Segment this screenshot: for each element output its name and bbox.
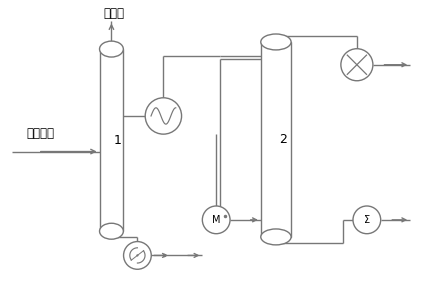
Circle shape [123,242,151,269]
Circle shape [145,98,181,134]
Circle shape [202,206,230,234]
Circle shape [340,49,372,81]
Ellipse shape [99,41,123,57]
Text: 原料烟气: 原料烟气 [26,126,54,140]
Bar [260,42,290,237]
Ellipse shape [260,229,290,245]
Ellipse shape [260,34,290,50]
Circle shape [352,206,380,234]
Bar [99,49,123,231]
Ellipse shape [99,223,123,239]
Text: 2: 2 [279,133,287,146]
Text: 1: 1 [113,134,121,147]
Circle shape [136,254,138,257]
Text: 净化气: 净化气 [103,7,124,20]
Text: M: M [211,215,220,225]
Text: Σ: Σ [363,215,369,225]
